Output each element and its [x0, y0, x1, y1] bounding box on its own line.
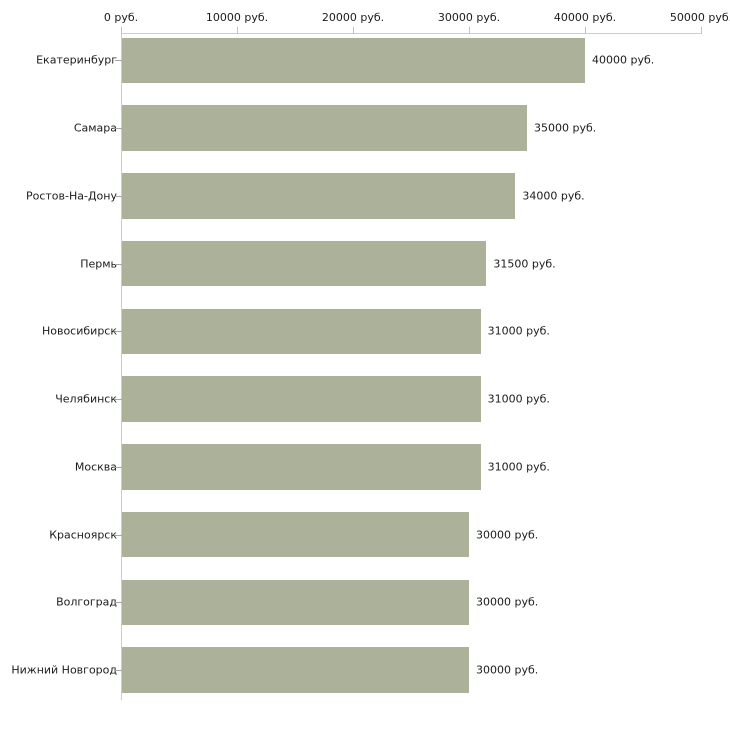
- bar: [122, 173, 516, 219]
- value-label: 31000 руб.: [487, 392, 550, 406]
- category-tick-mark: [115, 60, 123, 62]
- category-label: Новосибирск: [41, 324, 117, 338]
- x-tick-label: 30000 руб.: [437, 11, 501, 24]
- category-tick-mark: [115, 602, 123, 604]
- category-label: Пермь: [80, 257, 117, 270]
- x-tick-label: 40000 руб.: [553, 11, 617, 24]
- x-tick-mark: [237, 27, 238, 34]
- bar: [122, 511, 469, 558]
- x-tick-label: 0 руб.: [103, 11, 139, 24]
- bar: [122, 444, 481, 490]
- category-tick-mark: [115, 263, 123, 265]
- category-tick-mark: [115, 128, 123, 129]
- category-tick-mark: [115, 466, 123, 468]
- x-tick-label: 10000 руб.: [205, 11, 269, 24]
- x-tick-mark: [469, 27, 470, 34]
- bar: [122, 647, 469, 693]
- y-axis-line: [121, 33, 122, 700]
- value-label: 30000 руб.: [476, 663, 539, 677]
- bar: [122, 308, 481, 354]
- category-label: Самара: [73, 121, 117, 135]
- value-label: 34000 руб.: [522, 189, 585, 203]
- x-tick-mark: [701, 27, 702, 34]
- bar: [122, 105, 527, 151]
- x-tick-mark: [585, 27, 586, 34]
- x-tick-label: 50000 руб.: [669, 11, 730, 24]
- category-label: Челябинск: [55, 392, 117, 406]
- value-label: 31000 руб.: [487, 324, 550, 338]
- x-tick-mark: [353, 27, 354, 34]
- category-tick-mark: [115, 534, 123, 536]
- category-label: Екатеринбург: [36, 53, 117, 67]
- value-label: 40000 руб.: [592, 53, 655, 67]
- x-axis-line: [121, 33, 701, 34]
- bar: [122, 240, 487, 287]
- category-label: Нижний Новгород: [11, 663, 117, 677]
- category-tick-mark: [115, 670, 123, 671]
- category-label: Москва: [74, 460, 117, 474]
- category-label: Ростов-На-Дону: [25, 189, 117, 203]
- value-label: 30000 руб.: [476, 595, 539, 609]
- value-label: 31000 руб.: [487, 460, 550, 474]
- category-tick-mark: [115, 331, 123, 333]
- category-tick-mark: [115, 195, 123, 197]
- value-label: 31500 руб.: [493, 257, 556, 270]
- category-label: Волгоград: [56, 595, 117, 609]
- category-tick-mark: [115, 399, 123, 400]
- value-label: 30000 руб.: [476, 528, 539, 541]
- category-label: Красноярск: [49, 528, 117, 541]
- bar: [122, 376, 481, 422]
- x-tick-label: 20000 руб.: [321, 11, 385, 24]
- value-label: 35000 руб.: [534, 121, 597, 135]
- x-tick-mark: [121, 27, 122, 34]
- bar: [122, 37, 585, 83]
- bar: [122, 579, 469, 625]
